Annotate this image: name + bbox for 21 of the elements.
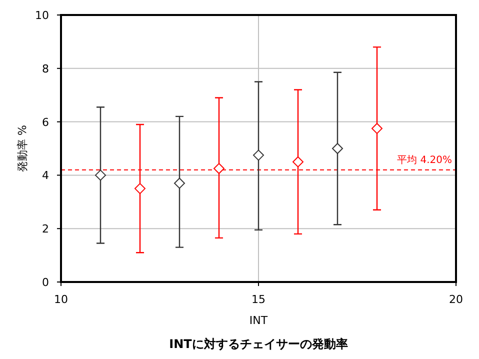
y-tick-label: 10	[35, 9, 49, 22]
point	[95, 170, 106, 181]
point	[174, 178, 185, 189]
y-tick-label: 8	[42, 62, 49, 76]
point	[253, 150, 264, 161]
x-tick-label: 20	[449, 293, 463, 306]
x-tick-label: 15	[252, 293, 266, 306]
x-tick-label: 10	[54, 293, 68, 306]
ref-line-label: 平均 4.20%	[397, 154, 452, 166]
point	[134, 183, 146, 194]
y-tick-label: 0	[42, 276, 49, 289]
point	[332, 143, 343, 154]
y-tick-label: 6	[42, 116, 49, 129]
x-axis-title: INT	[249, 314, 268, 327]
point	[292, 156, 304, 168]
y-axis-title: 発動率 %	[16, 125, 29, 172]
point	[372, 122, 382, 134]
y-tick-label: 2	[42, 222, 49, 236]
text: INTに対するチェイサーの発動率	[169, 337, 348, 351]
y-tick-label: 4	[42, 169, 49, 182]
point	[214, 163, 224, 174]
